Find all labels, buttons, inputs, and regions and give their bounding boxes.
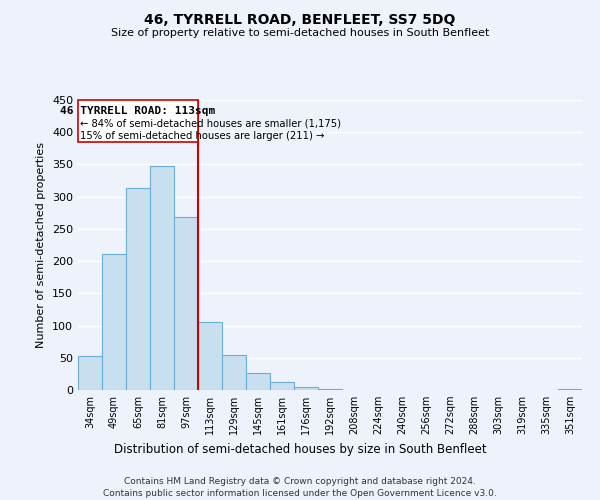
Bar (78, 356, 102, 390)
Bar (102, 254, 126, 390)
Bar (222, 354, 246, 390)
Bar (126, 188, 150, 390)
Text: 46, TYRRELL ROAD, BENFLEET, SS7 5DQ: 46, TYRRELL ROAD, BENFLEET, SS7 5DQ (145, 12, 455, 26)
Bar (174, 218, 198, 390)
Text: Contains HM Land Registry data © Crown copyright and database right 2024.: Contains HM Land Registry data © Crown c… (124, 478, 476, 486)
Bar (294, 387, 318, 390)
Text: Contains public sector information licensed under the Open Government Licence v3: Contains public sector information licen… (103, 489, 497, 498)
Bar (246, 372, 270, 390)
Y-axis label: Number of semi-detached properties: Number of semi-detached properties (37, 142, 46, 348)
Text: Size of property relative to semi-detached houses in South Benfleet: Size of property relative to semi-detach… (111, 28, 489, 38)
Text: ← 84% of semi-detached houses are smaller (1,175): ← 84% of semi-detached houses are smalle… (80, 118, 341, 128)
Bar (198, 322, 222, 390)
Bar (558, 388, 582, 390)
Bar (270, 382, 294, 390)
Bar (150, 166, 174, 390)
Text: Distribution of semi-detached houses by size in South Benfleet: Distribution of semi-detached houses by … (113, 442, 487, 456)
FancyBboxPatch shape (78, 100, 198, 142)
Text: 46 TYRRELL ROAD: 113sqm: 46 TYRRELL ROAD: 113sqm (61, 106, 215, 117)
Text: 15% of semi-detached houses are larger (211) →: 15% of semi-detached houses are larger (… (80, 131, 325, 141)
